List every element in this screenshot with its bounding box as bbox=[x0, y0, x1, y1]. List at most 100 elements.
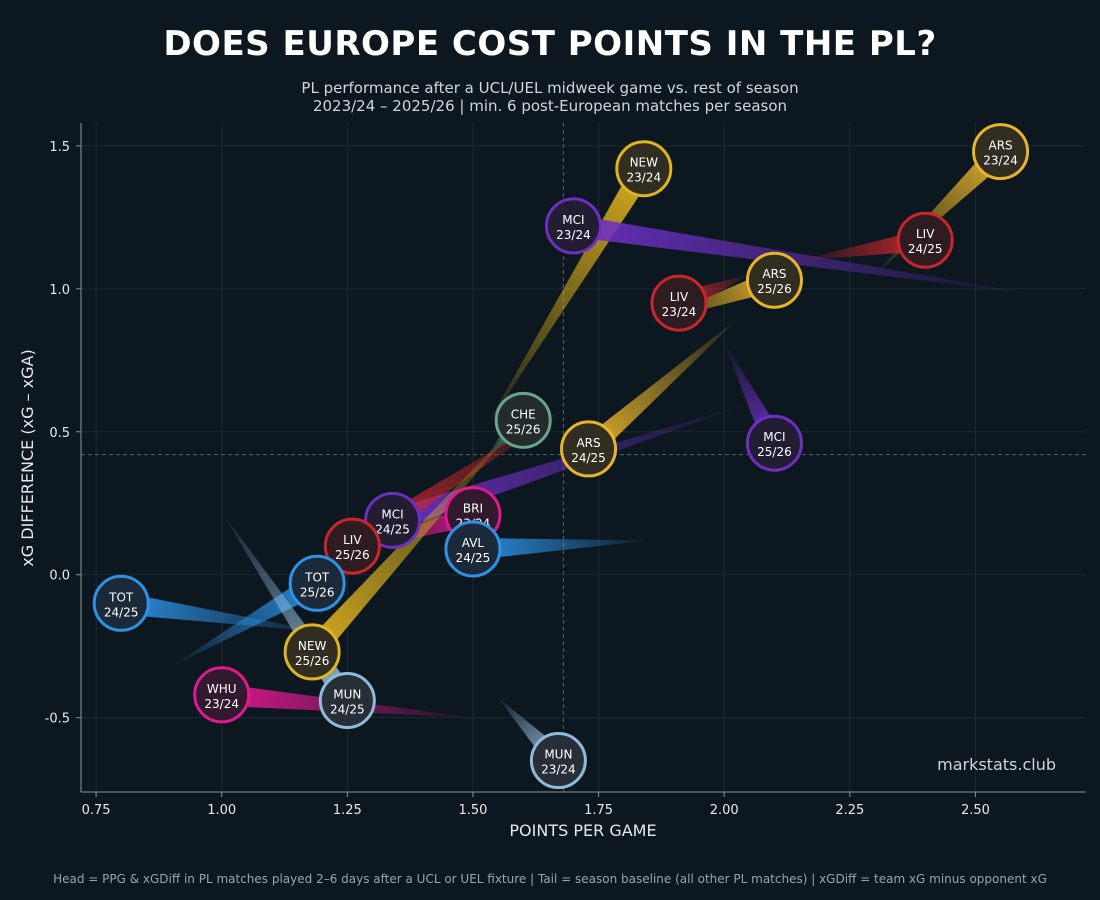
node-tint bbox=[447, 523, 499, 575]
node-team-label: LIV bbox=[670, 290, 689, 304]
node-team-label: NEW bbox=[630, 156, 659, 170]
node-season-label: 25/26 bbox=[757, 282, 792, 296]
y-tick-label: 0.5 bbox=[49, 426, 70, 441]
y-tick-label: -0.5 bbox=[45, 712, 70, 727]
node-team-label: BRI bbox=[463, 502, 483, 516]
node-season-label: 24/25 bbox=[375, 522, 410, 536]
node-circle bbox=[972, 123, 1030, 181]
node-season-label: 23/24 bbox=[204, 697, 239, 711]
tail-liv-24-25 bbox=[799, 229, 927, 261]
node-team-label: ARS bbox=[988, 139, 1012, 153]
x-tick-label: 0.75 bbox=[82, 803, 111, 818]
node-season-label: 24/25 bbox=[456, 551, 491, 565]
node-team-label: MUN bbox=[544, 748, 572, 762]
node-tint bbox=[532, 735, 584, 787]
node-tint bbox=[95, 577, 147, 629]
x-axis-label: POINTS PER GAME bbox=[509, 821, 656, 840]
node-circle bbox=[323, 517, 381, 575]
chart-subtitle: PL performance after a UCL/UEL midweek g… bbox=[0, 79, 1100, 115]
tail-mci-23-24 bbox=[571, 215, 1036, 295]
footnote: Head = PPG & xGDiff in PL matches played… bbox=[53, 872, 1047, 886]
node-circle bbox=[92, 574, 150, 632]
node-team-label: WHU bbox=[207, 682, 237, 696]
y-tick-label: 0.0 bbox=[49, 569, 70, 584]
node-team-label: TOT bbox=[108, 590, 134, 604]
node-season-label: 25/26 bbox=[506, 422, 541, 436]
node-tint bbox=[497, 394, 549, 446]
grid-lines bbox=[81, 123, 1086, 792]
node-tint bbox=[618, 143, 670, 195]
node-season-label: 23/24 bbox=[662, 305, 697, 319]
node-circle bbox=[444, 520, 502, 578]
node-team-label: AVL bbox=[462, 536, 485, 550]
node-circle bbox=[193, 666, 251, 724]
x-tick-label: 1.00 bbox=[207, 803, 236, 818]
node-circle bbox=[494, 391, 552, 449]
node-team-label: CHE bbox=[511, 407, 536, 421]
node-season-label: 25/26 bbox=[757, 445, 792, 459]
node-circle bbox=[529, 732, 587, 790]
node-tint bbox=[196, 669, 248, 721]
node-season-label: 25/26 bbox=[295, 654, 330, 668]
node-tint bbox=[367, 494, 419, 546]
node-circle bbox=[615, 140, 673, 198]
axes: 0.75 1.00 1.25 1.50 1.75 2.00 2.25 2.50 -0.5 0.0 0… bbox=[45, 123, 1086, 818]
node-circle bbox=[364, 491, 422, 549]
tail-avl-24-25 bbox=[472, 538, 649, 560]
y-tick-label: 1.0 bbox=[49, 283, 70, 298]
node-tint bbox=[563, 423, 615, 475]
subtitle-line-1: PL performance after a UCL/UEL midweek g… bbox=[301, 79, 799, 97]
node-tint bbox=[326, 520, 378, 572]
node-team-label: LIV bbox=[343, 533, 362, 547]
node-tint bbox=[975, 126, 1027, 178]
node-tint bbox=[291, 557, 343, 609]
node-circle bbox=[745, 251, 803, 309]
x-tick-label: 1.50 bbox=[458, 803, 487, 818]
node-team-label: ARS bbox=[762, 267, 786, 281]
node-circle bbox=[650, 274, 708, 332]
y-axis-label: xG DIFFERENCE (xG – xGA) bbox=[18, 349, 37, 566]
node-tint bbox=[286, 626, 338, 678]
node-team-label: MCI bbox=[381, 507, 403, 521]
x-tick-label: 1.25 bbox=[333, 803, 362, 818]
chart-title: DOES EUROPE COST POINTS IN THE PL? bbox=[163, 24, 937, 64]
watermark: markstats.club bbox=[937, 755, 1056, 774]
node-season-label: 24/25 bbox=[908, 242, 943, 256]
x-tick-label: 1.75 bbox=[584, 803, 613, 818]
node-team-label: MUN bbox=[333, 688, 361, 702]
node-season-label: 23/24 bbox=[541, 763, 576, 777]
node-circle bbox=[288, 554, 346, 612]
node-season-label: 25/26 bbox=[300, 585, 335, 599]
node-season-label: 23/24 bbox=[627, 171, 662, 185]
tail-tot-24-25 bbox=[119, 592, 323, 632]
node-team-label: ARS bbox=[576, 436, 600, 450]
node-team-label: NEW bbox=[298, 639, 327, 653]
node-team-label: LIV bbox=[916, 227, 935, 241]
node-circle bbox=[544, 197, 602, 255]
subtitle-line-2: 2023/24 – 2025/26 | min. 6 post-European… bbox=[312, 97, 788, 115]
tail-ars-24-25 bbox=[581, 317, 740, 458]
x-tick-label: 2.00 bbox=[710, 803, 739, 818]
node-circle bbox=[745, 414, 803, 472]
node-team-label: MCI bbox=[562, 213, 584, 227]
